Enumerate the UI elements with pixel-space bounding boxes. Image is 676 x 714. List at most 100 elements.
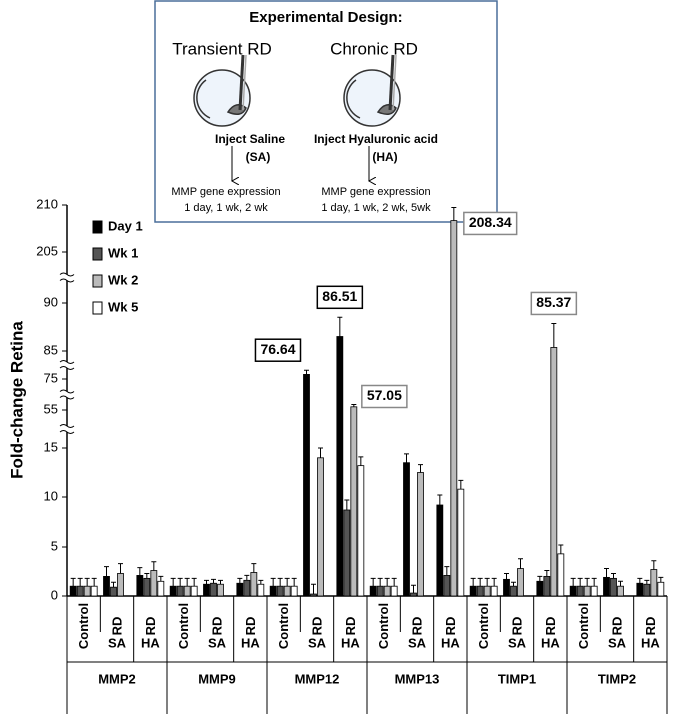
axis-break [59,389,75,400]
bar [69,585,77,597]
bar [369,585,377,597]
y-tick-label: 15 [44,439,58,454]
value-label-box [316,285,364,310]
error-bar [618,580,623,587]
error-bar [91,577,97,587]
error-bar [118,563,123,574]
bar [376,585,384,597]
error-bar [104,566,109,577]
bar [357,465,365,597]
bar [550,347,558,597]
gene-label: MMP12 [295,671,340,686]
error-bar [544,570,550,577]
bar [257,583,265,597]
error-bar [191,577,197,587]
bar [317,457,324,597]
error-bar [537,575,543,582]
error-bar [70,577,76,587]
value-label: 76.64 [254,338,302,362]
bar [536,580,544,597]
x-subcategory-label: SA [408,635,427,650]
break-gap [60,426,74,432]
value-label-text: 208.34 [469,214,512,230]
error-bar [591,577,597,587]
y-tick-label: 75 [44,370,58,385]
error-bar [377,577,383,587]
error-bar [644,579,650,585]
x-tick-label: Control [476,603,491,649]
error-bar [651,560,657,570]
bar [590,585,598,597]
bar [583,585,591,597]
inset: Experimental Design: Transient RD Chroni… [154,0,498,223]
gene-label: MMP2 [98,671,136,686]
error-bar [484,577,490,587]
y-tick-label: 10 [44,488,58,503]
error-bar [477,577,483,587]
axis-break [59,424,75,434]
error-bar [577,577,583,587]
inset-right-step: Inject Hyaluronic acid [314,132,438,146]
error-bar [658,576,664,583]
bar [603,576,610,597]
bar [436,504,444,597]
error-bar [604,568,609,578]
break-gap [60,274,74,281]
bar [490,585,498,597]
legend-swatch [92,247,103,261]
x-subcategory-label: HA [441,635,460,650]
bar [310,593,317,597]
error-bar [237,577,243,584]
bar [210,582,217,597]
error-bar [518,558,523,569]
y-axis-label: Fold-change Retina [7,321,26,479]
bar [83,585,91,597]
x-tick-label: RD [209,617,224,636]
eye-icon [343,54,401,127]
bar [576,585,584,597]
error-bar [218,579,223,585]
legend-label: Wk 2 [108,272,138,287]
inset-title: Experimental Design: [249,9,402,26]
inset-left-timeline: 1 day, 1 wk, 2 wk [184,202,268,214]
error-bar [418,464,423,473]
bar [510,585,517,597]
bar [90,585,98,597]
error-bar [304,369,309,375]
value-label-box [254,338,302,362]
error-bar [258,579,264,585]
x-subcategory-label: HA [341,635,360,650]
error-bar [458,479,464,490]
error-bar [470,577,476,587]
error-bar [144,572,150,579]
bar [276,585,284,597]
y-tick-label: 0 [51,587,58,602]
error-bar [370,577,376,587]
value-label-box [361,384,408,409]
error-bar [391,577,397,587]
bar [610,577,617,597]
gene-label: TIMP2 [598,671,636,686]
x-tick-label: Control [276,603,291,649]
x-tick-label: RD [543,617,558,636]
error-bar [137,567,143,576]
bar [557,553,565,597]
x-tick-label: RD [309,617,324,636]
x-tick-label: RD [643,617,658,636]
inset-left-step: Inject Saline [215,132,285,146]
break-mark [59,424,75,434]
x-tick-label: Control [176,603,191,649]
error-bar [204,579,209,585]
bar [443,575,451,597]
value-label-text: 85.37 [536,294,571,310]
bar [569,585,577,597]
error-bar [77,577,83,587]
error-bar [211,578,216,584]
bar [236,582,244,597]
gene-label: TIMP1 [498,671,536,686]
error-bar [584,577,590,587]
bar [483,585,491,597]
error-bar [444,566,450,576]
error-bar [284,577,290,587]
